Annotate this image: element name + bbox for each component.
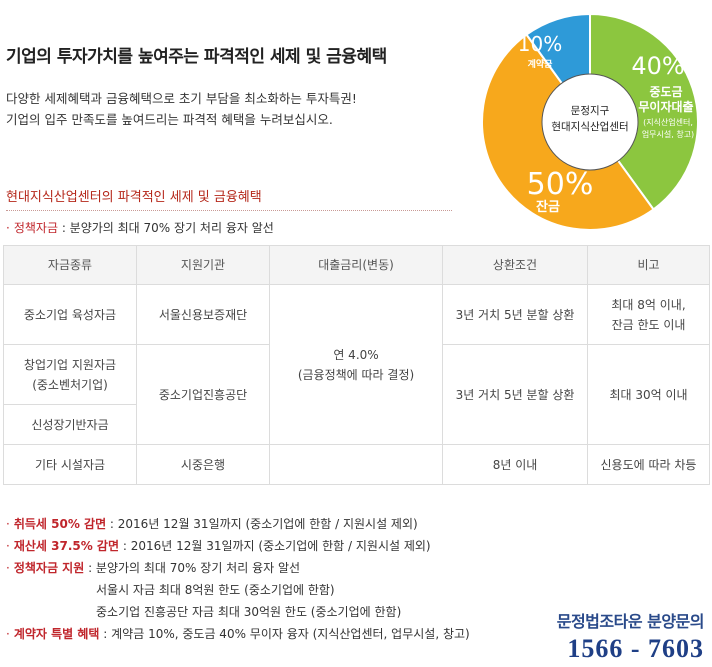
- table-row: 기타 시설자금 시중은행 8년 이내 신용도에 따라 차등: [3, 444, 710, 485]
- table-cell: 중소기업 육성자금: [3, 284, 137, 345]
- slice-percent-label: 10%: [518, 32, 562, 56]
- policy-fund-label: 정책자금: [13, 221, 58, 235]
- benefit-label: 계약자 특별 혜택: [13, 627, 100, 641]
- slice-percent-label: 40%: [631, 52, 684, 80]
- contact-phone[interactable]: 1566 - 7603: [567, 634, 704, 663]
- table-cell: 시중은행: [136, 444, 270, 485]
- intro-line: 다양한 세제혜택과 금융혜택으로 초기 부담을 최소화하는 투자특권!: [6, 91, 357, 106]
- table-cell-line: (중소벤처기업): [32, 377, 108, 392]
- table-cell-rate: 연 4.0% (금융정책에 따라 결정): [269, 284, 443, 445]
- table-cell: 서울신용보증재단: [136, 284, 270, 345]
- pie-slice-0: [589, 12, 699, 211]
- benefit-label: 취득세 50% 감면: [13, 517, 107, 531]
- policy-fund-note: · 정책자금 : 분양가의 최대 70% 장기 처리 융자 알선: [6, 219, 274, 236]
- benefit-notes: · 취득세 50% 감면 : 2016년 12월 31일까지 (중소기업에 한함 …: [6, 513, 470, 645]
- pie-svg: 문정지구 현대지식산업센터 40% 중도금 무이자대출 (지식산업센터, 업무시…: [481, 12, 699, 231]
- table-cell: 8년 이내: [442, 444, 588, 485]
- slice-label: 무이자대출: [638, 99, 693, 114]
- loan-table: 자금종류 지원기관 대출금리(변동) 상환조건 비고 중소기업 육성자금 서울신…: [3, 245, 710, 485]
- rate-note: (금융정책에 따라 결정): [297, 367, 415, 382]
- benefit-note: · 취득세 50% 감면 : 2016년 12월 31일까지 (중소기업에 한함 …: [6, 513, 470, 535]
- table-cell: 3년 거치 5년 분할 상환: [442, 344, 588, 445]
- table-row: 창업기업 지원자금 (중소벤처기업) 중소기업진흥공단 3년 거치 5년 분할 …: [3, 344, 710, 445]
- benefit-note: · 정책자금 지원 : 분양가의 최대 70% 장기 처리 융자 알선: [6, 557, 470, 579]
- table-header: 지원기관: [136, 245, 270, 285]
- slice-label: 중도금: [649, 85, 682, 99]
- table-cell-line: 잔금 한도 이내: [611, 317, 686, 332]
- bullet: ·: [6, 221, 10, 235]
- slice-label: 계약금: [528, 58, 554, 70]
- bullet: ·: [6, 561, 10, 575]
- benefit-text: : 계약금 10%, 중도금 40% 무이자 융자 (지식산업센터, 업무시설,…: [99, 627, 470, 641]
- table-cell: 창업기업 지원자금 (중소벤처기업): [3, 344, 137, 405]
- pie-center-label: 현대지식산업센터: [551, 120, 628, 133]
- benefit-text: : 2016년 12월 31일까지 (중소기업에 한함 / 지원시설 제외): [119, 539, 431, 553]
- table-header: 대출금리(변동): [269, 245, 443, 285]
- table-cell: 신용도에 따라 차등: [587, 444, 710, 485]
- table-header-row: 자금종류 지원기관 대출금리(변동) 상환조건 비고: [3, 245, 710, 285]
- benefit-text: : 2016년 12월 31일까지 (중소기업에 한함 / 지원시설 제외): [106, 517, 418, 531]
- table-cell: 최대 30억 이내: [587, 344, 710, 445]
- table-cell-line: 최대 8억 이내,: [611, 297, 686, 312]
- table-header: 비고: [587, 245, 710, 285]
- intro-text: 다양한 세제혜택과 금융혜택으로 초기 부담을 최소화하는 투자특권! 기업의 …: [6, 88, 426, 130]
- bullet: ·: [6, 539, 10, 553]
- table-cell: 최대 8억 이내, 잔금 한도 이내: [587, 284, 710, 345]
- table-cell-line: 창업기업 지원자금: [23, 357, 117, 372]
- table-cell: 중소기업진흥공단: [136, 344, 270, 445]
- payment-pie-chart: 문정지구 현대지식산업센터 40% 중도금 무이자대출 (지식산업센터, 업무시…: [468, 0, 712, 244]
- benefit-text: : 분양가의 최대 70% 장기 처리 융자 알선: [84, 561, 301, 575]
- benefit-subnote: 서울시 자금 최대 8억원 한도 (중소기업에 한함): [96, 583, 335, 597]
- section-title: 현대지식산업센터의 파격적인 세제 및 금융혜택: [6, 190, 262, 205]
- benefit-note: · 계약자 특별 혜택 : 계약금 10%, 중도금 40% 무이자 융자 (지식…: [6, 623, 470, 645]
- slice-sublabel: 업무시설, 창고): [642, 129, 694, 139]
- policy-fund-text: : 분양가의 최대 70% 장기 처리 융자 알선: [58, 221, 274, 235]
- table-row: 신성장기반자금: [3, 404, 710, 445]
- table-header: 자금종류: [3, 245, 137, 285]
- table-cell: 신성장기반자금: [3, 404, 137, 445]
- benefit-subnote: 중소기업 진흥공단 자금 최대 30억원 한도 (중소기업에 한함): [96, 605, 402, 619]
- slice-sublabel: (지식산업센터,: [643, 117, 693, 127]
- table-row: 중소기업 육성자금 서울신용보증재단 연 4.0% (금융정책에 따라 결정) …: [3, 284, 710, 445]
- contact-box: 문정법조타운 분양문의 1566 - 7603: [556, 608, 705, 664]
- benefit-note: · 재산세 37.5% 감면 : 2016년 12월 31일까지 (중소기업에 한…: [6, 535, 470, 557]
- section-divider: [6, 210, 452, 212]
- slice-percent-label: 50%: [527, 167, 594, 202]
- table-header: 상환조건: [442, 245, 588, 285]
- benefit-label: 재산세 37.5% 감면: [13, 539, 120, 553]
- rate-value: 연 4.0%: [333, 347, 379, 362]
- intro-line: 기업의 입주 만족도를 높여드리는 파격적 혜택을 누려보십시오.: [6, 112, 333, 127]
- slice-label: 잔금: [536, 199, 560, 215]
- table-cell: 기타 시설자금: [3, 444, 137, 485]
- table-cell: 3년 거치 5년 분할 상환: [442, 284, 588, 345]
- benefit-label: 정책자금 지원: [13, 561, 85, 575]
- bullet: ·: [6, 517, 10, 531]
- contact-label: 문정법조타운 분양문의: [556, 612, 705, 631]
- pie-center-label: 문정지구: [571, 105, 610, 117]
- pie-center: [541, 73, 639, 171]
- headline: 기업의 투자가치를 높여주는 파격적인 세제 및 금융혜택: [6, 47, 387, 67]
- table-cell-empty: [269, 444, 443, 485]
- bullet: ·: [6, 627, 10, 641]
